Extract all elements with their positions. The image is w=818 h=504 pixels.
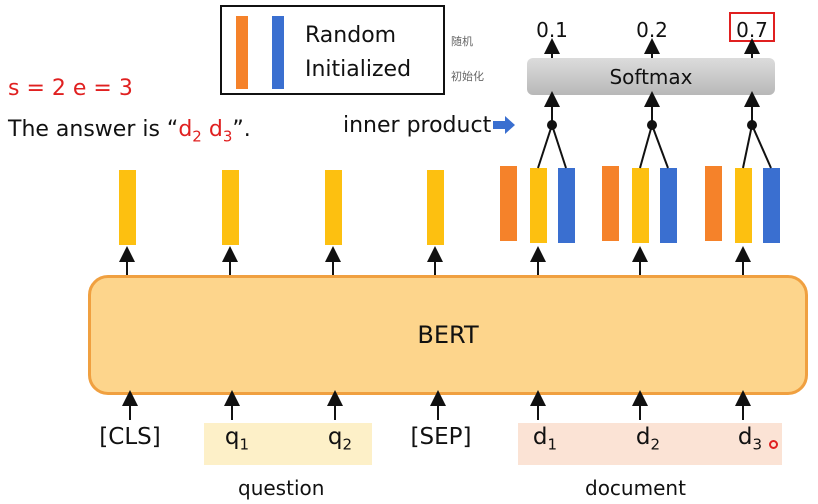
cursor-dot: [769, 440, 778, 449]
bert-box: BERT: [88, 275, 808, 395]
doc-output-vector: [632, 168, 649, 243]
token-q1: q1: [224, 424, 250, 454]
start-vector: [602, 166, 619, 241]
inner-product-line: [742, 124, 753, 169]
inner-product-line: [537, 124, 553, 169]
inner-product-pointer-arrow: [493, 116, 515, 134]
document-bg: [518, 423, 782, 465]
start-vector: [705, 166, 722, 241]
question-bg: [204, 423, 372, 465]
doc-output-vector: [530, 168, 547, 243]
answer-text: The answer is “d2 d3”.: [8, 117, 251, 146]
legend-blue-swatch: [272, 16, 284, 89]
output-vector: [119, 170, 136, 245]
legend-line1: Random: [305, 23, 397, 48]
legend-cn1: 随机: [451, 35, 473, 48]
output-vector: [427, 170, 444, 245]
token-cls: [CLS]: [99, 424, 161, 450]
token-q2: q2: [327, 424, 353, 454]
inner-product-line: [651, 124, 669, 169]
inner-product-line: [551, 124, 567, 169]
end-vector: [763, 168, 780, 243]
token-d1: d1: [532, 424, 558, 454]
legend-line2: Initialized: [305, 57, 412, 82]
end-vector: [660, 168, 677, 243]
legend: Random Initialized: [220, 5, 445, 95]
start-vector: [500, 166, 517, 241]
inner-product-label: inner product: [343, 113, 492, 138]
token-sep: [SEP]: [410, 424, 472, 450]
softmax-box: Softmax: [527, 58, 775, 95]
end-vector: [558, 168, 575, 243]
doc-output-vector: [735, 168, 752, 243]
legend-cn2: 初始化: [451, 70, 484, 83]
output-vector: [325, 170, 342, 245]
document-label: document: [585, 476, 686, 500]
token-d2: d2: [635, 424, 661, 454]
token-d3: d3: [737, 424, 763, 454]
inner-product-line: [751, 124, 772, 169]
output-vector: [222, 170, 239, 245]
inner-product-line: [639, 124, 653, 169]
question-label: question: [238, 476, 325, 500]
start-end-indices: s = 2 e = 3: [8, 76, 133, 101]
legend-orange-swatch: [236, 16, 248, 89]
